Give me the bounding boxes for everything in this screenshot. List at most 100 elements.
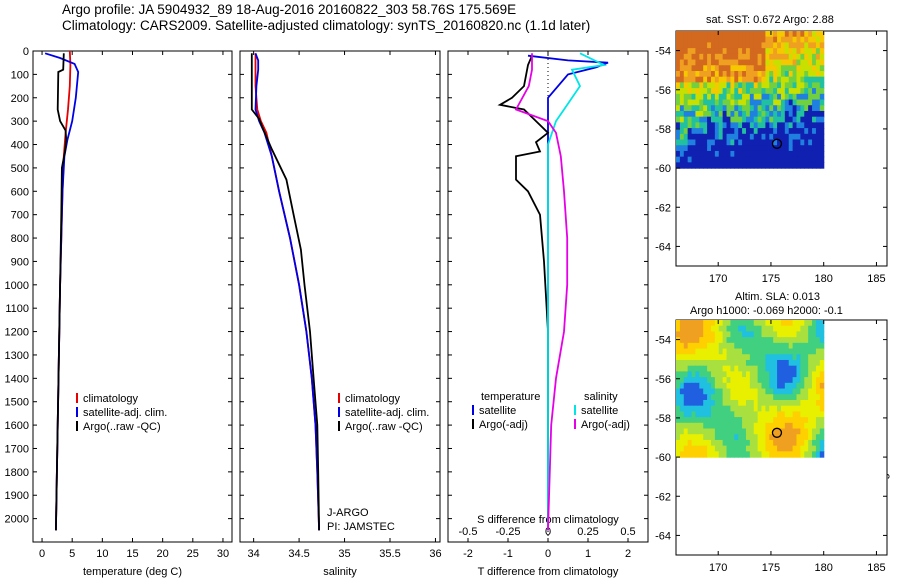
sla-heatmap-cell — [691, 399, 697, 407]
sst-heatmap-cell — [796, 59, 801, 66]
depth-tick-label: 1100 — [5, 303, 29, 315]
sst-heatmap-cell — [699, 139, 704, 146]
sst-heatmap-cell — [710, 65, 716, 72]
sla-heatmap-cell — [815, 428, 821, 435]
sst-heatmap-cell — [784, 70, 790, 78]
sla-heatmap-cell — [796, 428, 801, 435]
sst-heatmap-cell — [769, 48, 774, 55]
sst-heatmap-cell — [710, 128, 716, 135]
sst-heatmap-cell — [753, 122, 759, 129]
sla-heatmap-cell — [773, 342, 778, 350]
sst-heatmap-cell — [780, 99, 786, 106]
sla-heatmap-cell — [703, 359, 708, 367]
sst-heatmap-cell — [819, 65, 825, 72]
sst-heatmap-cell — [707, 76, 712, 83]
sst-heatmap-cell — [780, 110, 786, 118]
sst-heatmap-cell — [819, 156, 825, 163]
sst-heatmap-cell — [796, 82, 801, 89]
sst-heatmap-cell — [734, 116, 739, 123]
sst-heatmap-cell — [730, 122, 735, 129]
sst-heatmap-cell — [683, 150, 689, 158]
sst-heatmap-cell — [796, 99, 801, 106]
float-program-label: J-ARGO — [327, 507, 369, 519]
sst-heatmap-cell — [749, 53, 755, 61]
sst-heatmap-cell — [707, 133, 712, 141]
sst-heatmap-cell — [738, 133, 743, 141]
sla-heatmap-cell — [784, 382, 790, 390]
sla-heatmap-cell — [745, 422, 751, 430]
sst-heatmap-cell — [726, 53, 732, 61]
sla-heatmap-cell — [749, 359, 755, 367]
sst-heatmap-cell — [695, 105, 700, 112]
sla-heatmap-cell — [773, 377, 778, 384]
sla-heatmap-cell — [773, 371, 778, 378]
sla-heatmap-cell — [703, 371, 708, 378]
sst-heatmap-cell — [703, 139, 708, 146]
sla-heatmap-cell — [784, 394, 790, 401]
sst-heatmap-cell — [819, 76, 825, 83]
sla-heatmap-cell — [792, 331, 798, 338]
sla-heatmap-cell — [683, 371, 689, 378]
sst-heatmap-cell — [707, 110, 712, 118]
sla-heatmap-cell — [703, 348, 708, 355]
sla-heatmap-cell — [703, 388, 708, 395]
sla-heatmap-cell — [676, 325, 681, 333]
sla-heatmap-cell — [714, 417, 720, 424]
sla-heatmap-cell — [777, 428, 782, 435]
sla-heatmap-cell — [730, 377, 735, 384]
sst-heatmap-cell — [819, 128, 825, 135]
sla-heatmap-cell — [707, 434, 712, 441]
sla-heatmap-cell — [800, 337, 805, 344]
sla-heatmap-cell — [742, 399, 747, 407]
sla-heatmap-cell — [761, 411, 766, 418]
sla-heatmap-cell — [788, 382, 794, 390]
sla-heatmap-cell — [804, 354, 809, 361]
sst-heatmap-cell — [738, 139, 743, 146]
sla-heatmap-cell — [703, 405, 708, 412]
sla-heatmap-cell — [749, 371, 755, 378]
sst-heatmap-cell — [792, 128, 798, 135]
sla-heatmap-cell — [812, 354, 817, 361]
sst-heatmap-cell — [769, 122, 774, 129]
sla-heatmap-cell — [753, 411, 759, 418]
sst-heatmap-cell — [804, 93, 809, 101]
sst-heatmap-cell — [819, 116, 825, 123]
sla-heatmap-cell — [714, 320, 720, 327]
sla-heatmap-cell — [812, 337, 817, 344]
sla-heatmap-cell — [796, 331, 801, 338]
sst-heatmap-cell — [745, 42, 751, 49]
sst-lat-tick-label: -60 — [655, 163, 671, 175]
depth-tick-label: 1800 — [5, 467, 29, 479]
sla-heatmap-cell — [757, 325, 763, 333]
sla-heatmap-cell — [738, 405, 743, 412]
sla-heatmap-cell — [757, 337, 763, 344]
sst-heatmap-cell — [815, 88, 821, 95]
sla-heatmap-cell — [792, 439, 798, 447]
sla-heatmap-cell — [765, 428, 770, 435]
sst-heatmap-cell — [738, 150, 743, 158]
sst-heatmap-cell — [788, 82, 794, 89]
sst-heatmap-cell — [699, 59, 704, 66]
sla-heatmap-cell — [691, 337, 697, 344]
sst-heatmap-cell — [800, 162, 805, 169]
sst-heatmap-cell — [714, 128, 720, 135]
sst-heatmap-cell — [784, 99, 790, 106]
sla-heatmap-cell — [703, 394, 708, 401]
sla-heatmap-cell — [745, 359, 751, 367]
sst-heatmap-cell — [695, 133, 700, 141]
sla-heatmap-cell — [722, 405, 728, 412]
sst-heatmap-cell — [683, 162, 689, 169]
sst-heatmap-cell — [676, 42, 681, 49]
sst-heatmap-cell — [738, 122, 743, 129]
sst-heatmap-cell — [804, 36, 809, 44]
sst-heatmap-cell — [726, 31, 732, 38]
sla-heatmap-cell — [687, 354, 693, 361]
sla-heatmap-cell — [730, 399, 735, 407]
sst-heatmap-cell — [703, 150, 708, 158]
sla-heatmap-cell — [738, 382, 743, 390]
sla-heatmap-cell — [679, 325, 685, 333]
sst-heatmap-cell — [804, 76, 809, 83]
sla-heatmap-cell — [812, 377, 817, 384]
sla-heatmap-cell — [714, 359, 720, 367]
sla-heatmap-cell — [679, 417, 685, 424]
